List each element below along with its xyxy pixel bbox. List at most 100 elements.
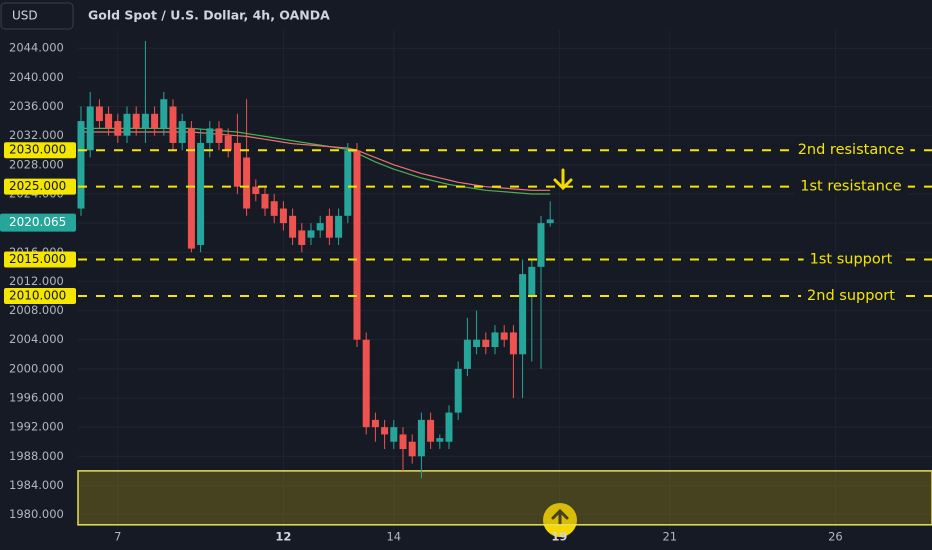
y-tick-label: 2036.000 <box>9 99 64 113</box>
candle-body <box>519 274 527 355</box>
candle-body <box>335 215 343 238</box>
candle-body <box>270 201 278 216</box>
candle-body <box>261 193 269 209</box>
candle-body <box>445 412 453 442</box>
candle-body <box>500 332 508 340</box>
candle-body <box>160 99 168 129</box>
level-price-box <box>4 287 76 304</box>
candle-body <box>279 208 287 224</box>
y-tick-label: 2012.000 <box>9 274 64 288</box>
candle-body <box>436 438 444 442</box>
x-tick-label: 26 <box>828 530 843 544</box>
level-price-box <box>4 251 76 268</box>
candle-body <box>206 128 214 143</box>
candle-body <box>316 223 324 231</box>
candle-body <box>399 434 407 450</box>
y-tick-label: 1984.000 <box>9 478 64 492</box>
y-tick-label: 2040.000 <box>9 70 64 84</box>
candle-body <box>325 215 333 238</box>
candle-body <box>252 186 260 194</box>
candle-body <box>95 106 103 122</box>
candle-body <box>132 113 140 129</box>
x-tick-label: 21 <box>662 530 677 544</box>
level-price: 2025.000 <box>9 179 66 193</box>
candle-body <box>307 230 315 238</box>
candle-body <box>454 368 462 413</box>
candle-body <box>362 339 370 428</box>
x-tick-label: 19 <box>551 530 567 544</box>
y-tick-label: 2004.000 <box>9 332 64 346</box>
candle-body <box>390 427 398 442</box>
candle-body <box>197 142 205 245</box>
candle-body <box>344 150 352 216</box>
candle-body <box>215 128 223 143</box>
y-tick-label: 1992.000 <box>9 420 64 434</box>
candle-body <box>233 142 241 187</box>
candle-body <box>417 419 425 457</box>
candle-body <box>473 339 481 348</box>
candle-body <box>141 113 149 129</box>
candle-body <box>151 113 159 129</box>
level-price-box <box>4 178 76 195</box>
zone <box>77 470 932 526</box>
candle-body <box>86 106 94 151</box>
level-price: 2030.000 <box>9 143 66 157</box>
x-tick-label: 14 <box>386 530 401 544</box>
level-text: 1st resistance <box>800 179 902 195</box>
level-text-bg <box>791 142 911 159</box>
moving-average <box>81 127 551 195</box>
candle-body <box>353 150 361 340</box>
candle-body <box>123 113 131 136</box>
candle-body <box>482 339 490 348</box>
level-text: 1st support <box>810 252 893 268</box>
last-price: 2020.065 <box>9 215 66 229</box>
candle-body <box>289 215 297 238</box>
candle-body <box>408 441 416 457</box>
x-tick-label: 12 <box>275 530 291 544</box>
y-tick-label: 2044.000 <box>9 41 64 55</box>
level-text-bg <box>801 287 902 304</box>
arrow-up-icon <box>551 508 569 526</box>
candle-body <box>509 332 517 355</box>
candle-body <box>178 121 186 143</box>
candle-body <box>491 332 499 348</box>
y-tick-label: 2000.000 <box>9 361 64 375</box>
candle-body <box>537 223 545 267</box>
y-tick-label: 1980.000 <box>9 507 64 521</box>
candle-body <box>224 135 232 151</box>
candle-body <box>427 419 435 442</box>
candle-body <box>243 157 251 209</box>
y-tick-label: 1996.000 <box>9 391 64 405</box>
currency[interactable]: USD <box>12 9 38 23</box>
x-tick-label: 7 <box>114 530 121 544</box>
moving-average <box>81 131 551 191</box>
y-tick-label: 2028.000 <box>9 157 64 171</box>
chart-title: Gold Spot / U.S. Dollar, 4h, OANDA <box>88 8 330 23</box>
y-tick-label: 2008.000 <box>9 303 64 317</box>
currency-box[interactable] <box>0 2 74 30</box>
candle-body <box>105 113 113 129</box>
level-text: 2nd support <box>807 288 895 304</box>
level-price: 2015.000 <box>9 252 66 266</box>
level-price: 2010.000 <box>9 288 66 302</box>
candle-body <box>187 128 195 249</box>
candle-body <box>463 339 471 369</box>
y-tick-label: 2032.000 <box>9 128 64 142</box>
candle-body <box>381 427 389 435</box>
level-text-bg <box>794 178 908 195</box>
grid <box>78 30 932 530</box>
level-price-box <box>4 142 76 159</box>
candle-body <box>298 230 306 245</box>
candle-body <box>546 219 554 224</box>
candle-body <box>528 266 536 296</box>
candle-body <box>371 419 379 428</box>
y-tick-label: 1988.000 <box>9 449 64 463</box>
candle-body <box>114 121 122 136</box>
candle-body <box>169 106 177 143</box>
candle-body <box>77 121 85 209</box>
arrow-down-icon <box>553 168 573 191</box>
level-text: 2nd resistance <box>798 142 905 158</box>
level-text-bg <box>803 251 899 268</box>
